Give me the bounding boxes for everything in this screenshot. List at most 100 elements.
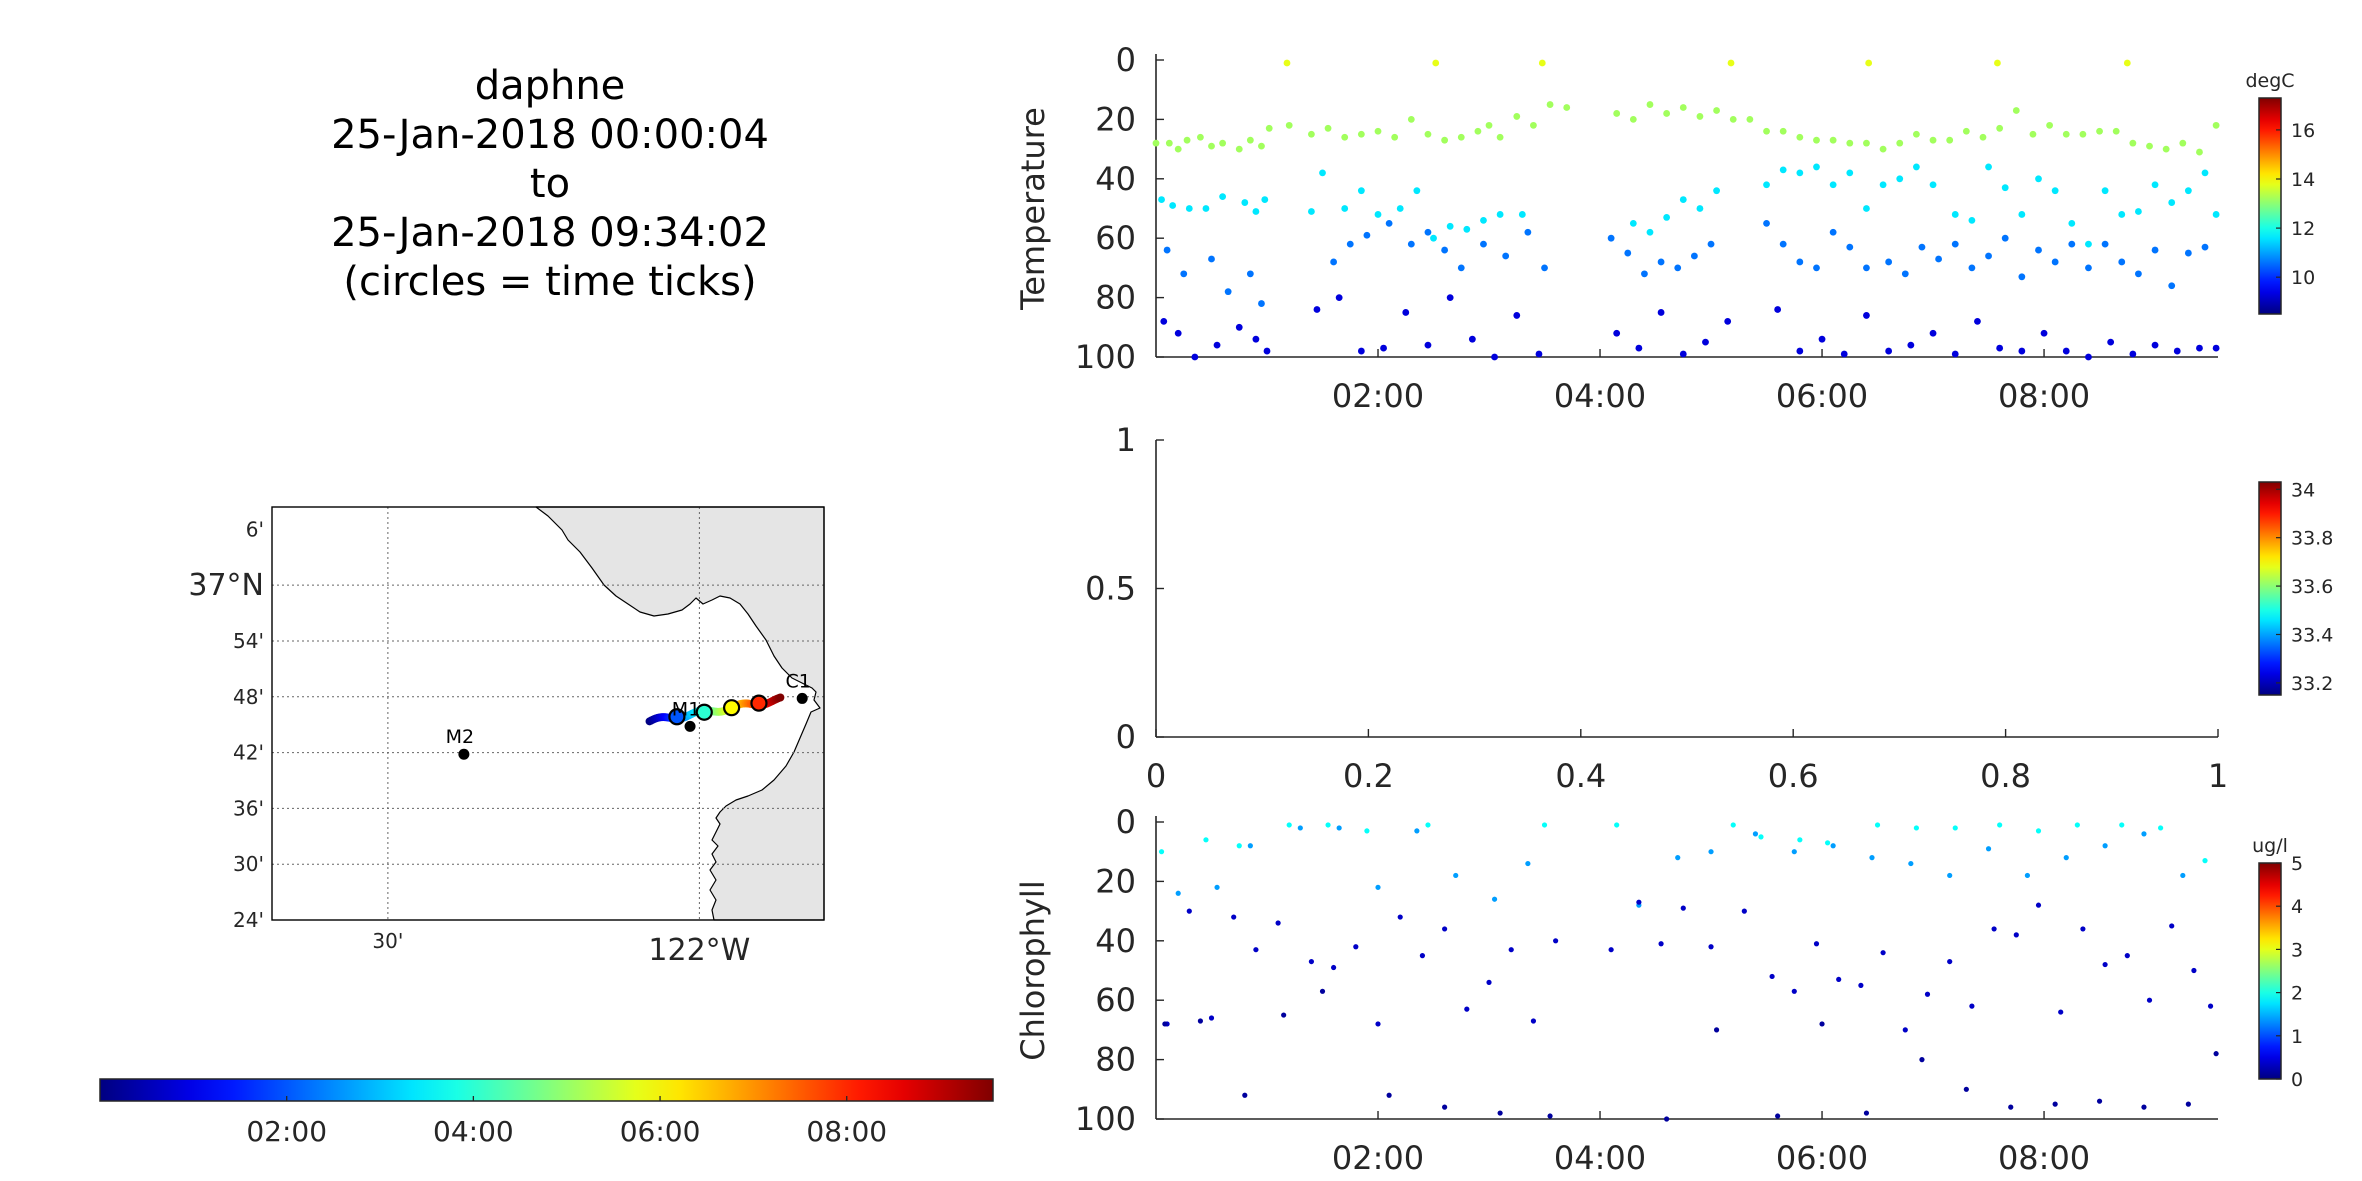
chlorophyll-data-point xyxy=(1419,953,1426,959)
chlorophyll-data-point xyxy=(1208,1015,1215,1021)
chlorophyll-data-point xyxy=(2096,1098,2103,1104)
temperature-data-point xyxy=(1707,240,1715,248)
chlorophyll-data-point xyxy=(2119,822,2125,828)
chlorophyll-data-point xyxy=(1336,825,1342,831)
temperature-data-point xyxy=(2129,139,2137,147)
temperature-data-point xyxy=(1763,181,1770,189)
temperature-data-point xyxy=(1613,329,1621,337)
temperature-data-point xyxy=(1538,59,1546,67)
time-colorbar-tick-label: 06:00 xyxy=(620,1115,701,1148)
chlorophyll-data-point xyxy=(1553,938,1559,944)
temperature-data-point xyxy=(1818,335,1826,343)
temperature-data-point xyxy=(1374,211,1382,218)
temperature-data-point xyxy=(1746,116,1754,123)
chlorophyll-data-point xyxy=(1425,822,1431,828)
chlorophyll-x-tick-label: 08:00 xyxy=(1998,1139,2090,1177)
temperature-data-point xyxy=(2162,145,2170,153)
temperature-data-point xyxy=(1840,350,1848,358)
chlorophyll-data-point xyxy=(1858,982,1864,988)
temperature-data-point xyxy=(1641,270,1648,278)
temperature-data-point xyxy=(1607,234,1615,242)
temperature-data-point xyxy=(2168,199,2176,206)
map-panel: 6' 37°N 54' 48' 42' 36' 30' 24' 30' 122°W M2 M1 C1 xyxy=(188,506,825,968)
map-lon-tick-label: 122°W xyxy=(648,933,750,968)
temperature-data-point xyxy=(2135,270,2142,278)
temperature-data-point xyxy=(1929,329,1937,337)
temperature-data-point xyxy=(1413,187,1421,195)
temperature-data-point xyxy=(1313,306,1321,313)
temperature-data-point xyxy=(1441,136,1449,144)
temperature-data-point xyxy=(1696,205,1704,212)
temperature-data-point xyxy=(1524,228,1532,236)
chlorophyll-data-point xyxy=(2146,997,2153,1003)
temperature-data-point xyxy=(2168,282,2176,290)
temperature-data-point xyxy=(1696,113,1704,120)
temperature-data-point xyxy=(1663,110,1671,117)
temperature-data-point xyxy=(1308,208,1315,215)
chlorophyll-x-tick-label: 04:00 xyxy=(1554,1139,1646,1177)
temperature-data-point xyxy=(1885,347,1893,355)
temperature-data-point xyxy=(1879,181,1887,189)
temperature-data-point xyxy=(1885,258,1893,266)
temperature-data-point xyxy=(1183,136,1191,144)
temperature-data-point xyxy=(1929,136,1937,144)
chlorophyll-data-point xyxy=(1752,831,1759,837)
chlorophyll-data-point xyxy=(1491,896,1498,902)
time-colorbar-tick-label: 02:00 xyxy=(246,1115,327,1148)
chlorophyll-data-point xyxy=(1319,988,1326,994)
temperature-data-point xyxy=(2212,211,2220,218)
temperature-data-point xyxy=(1951,240,1959,248)
chlorophyll-x-tick-label: 02:00 xyxy=(1332,1139,1424,1177)
chlorophyll-data-point xyxy=(1614,822,1620,828)
map-time-tick-circle xyxy=(723,699,741,717)
temperature-data-point xyxy=(1252,335,1260,343)
temperature-data-point xyxy=(1813,163,1820,171)
temperature-data-point xyxy=(1985,252,1992,260)
map-frame xyxy=(271,506,825,921)
chlorophyll-colorbar-tick-label: 2 xyxy=(2291,983,2303,1005)
title-end-time: 25-Jan-2018 09:34:02 xyxy=(331,210,769,256)
salinity-y-tick-label: 1 xyxy=(1116,421,1136,459)
temperature-data-point xyxy=(1163,246,1171,254)
temperature-data-point xyxy=(1324,124,1332,132)
temperature-data-point xyxy=(2123,59,2131,67)
temperature-data-point xyxy=(2029,130,2037,138)
chlorophyll-data-point xyxy=(1442,926,1448,932)
chlorophyll-data-point xyxy=(1741,908,1747,914)
temperature-data-point xyxy=(1330,258,1338,266)
temperature-data-point xyxy=(2046,121,2054,129)
temperature-data-point xyxy=(1518,211,1526,218)
chlorophyll-data-point xyxy=(2185,1101,2191,1107)
temperature-x-tick-label: 04:00 xyxy=(1554,377,1646,415)
temperature-data-point xyxy=(1918,243,1926,251)
temperature-data-point xyxy=(1985,163,1992,171)
chlorophyll-data-point xyxy=(1508,947,1514,953)
chlorophyll-data-point xyxy=(1530,1018,1537,1024)
temperature-colorbar-tick-label: 12 xyxy=(2291,218,2315,240)
temperature-colorbar-tick-label: 10 xyxy=(2291,267,2315,289)
chlorophyll-data-point xyxy=(2074,822,2080,828)
temperature-data-point xyxy=(1779,127,1787,135)
temperature-data-point xyxy=(1796,347,1804,355)
chlorophyll-data-point xyxy=(2013,932,2019,938)
temperature-data-point xyxy=(2184,187,2192,195)
plot-title: daphne 25-Jan-2018 00:00:04 to 25-Jan-20… xyxy=(250,62,850,307)
chlorophyll-y-tick-label: 80 xyxy=(1095,1041,1136,1079)
temperature-x-tick-label: 08:00 xyxy=(1998,377,2090,415)
temperature-data-point xyxy=(1901,270,1909,278)
temperature-data-point xyxy=(1996,344,2004,352)
temperature-data-point xyxy=(1457,133,1465,141)
temperature-data-point xyxy=(1657,258,1665,266)
temperature-data-point xyxy=(1968,264,1976,272)
temperature-data-point xyxy=(2118,258,2126,266)
temperature-data-point xyxy=(1951,350,1959,358)
temperature-data-point xyxy=(2151,181,2159,189)
temperature-data-point xyxy=(1513,312,1521,319)
chlorophyll-y-tick-label: 100 xyxy=(1075,1100,1136,1138)
map-lat-tick-label: 30' xyxy=(233,852,264,876)
temperature-data-point xyxy=(2101,240,2109,248)
chlorophyll-data-point xyxy=(1924,991,1931,997)
temperature-data-point xyxy=(1235,323,1243,331)
temperature-data-point xyxy=(1896,139,1904,147)
